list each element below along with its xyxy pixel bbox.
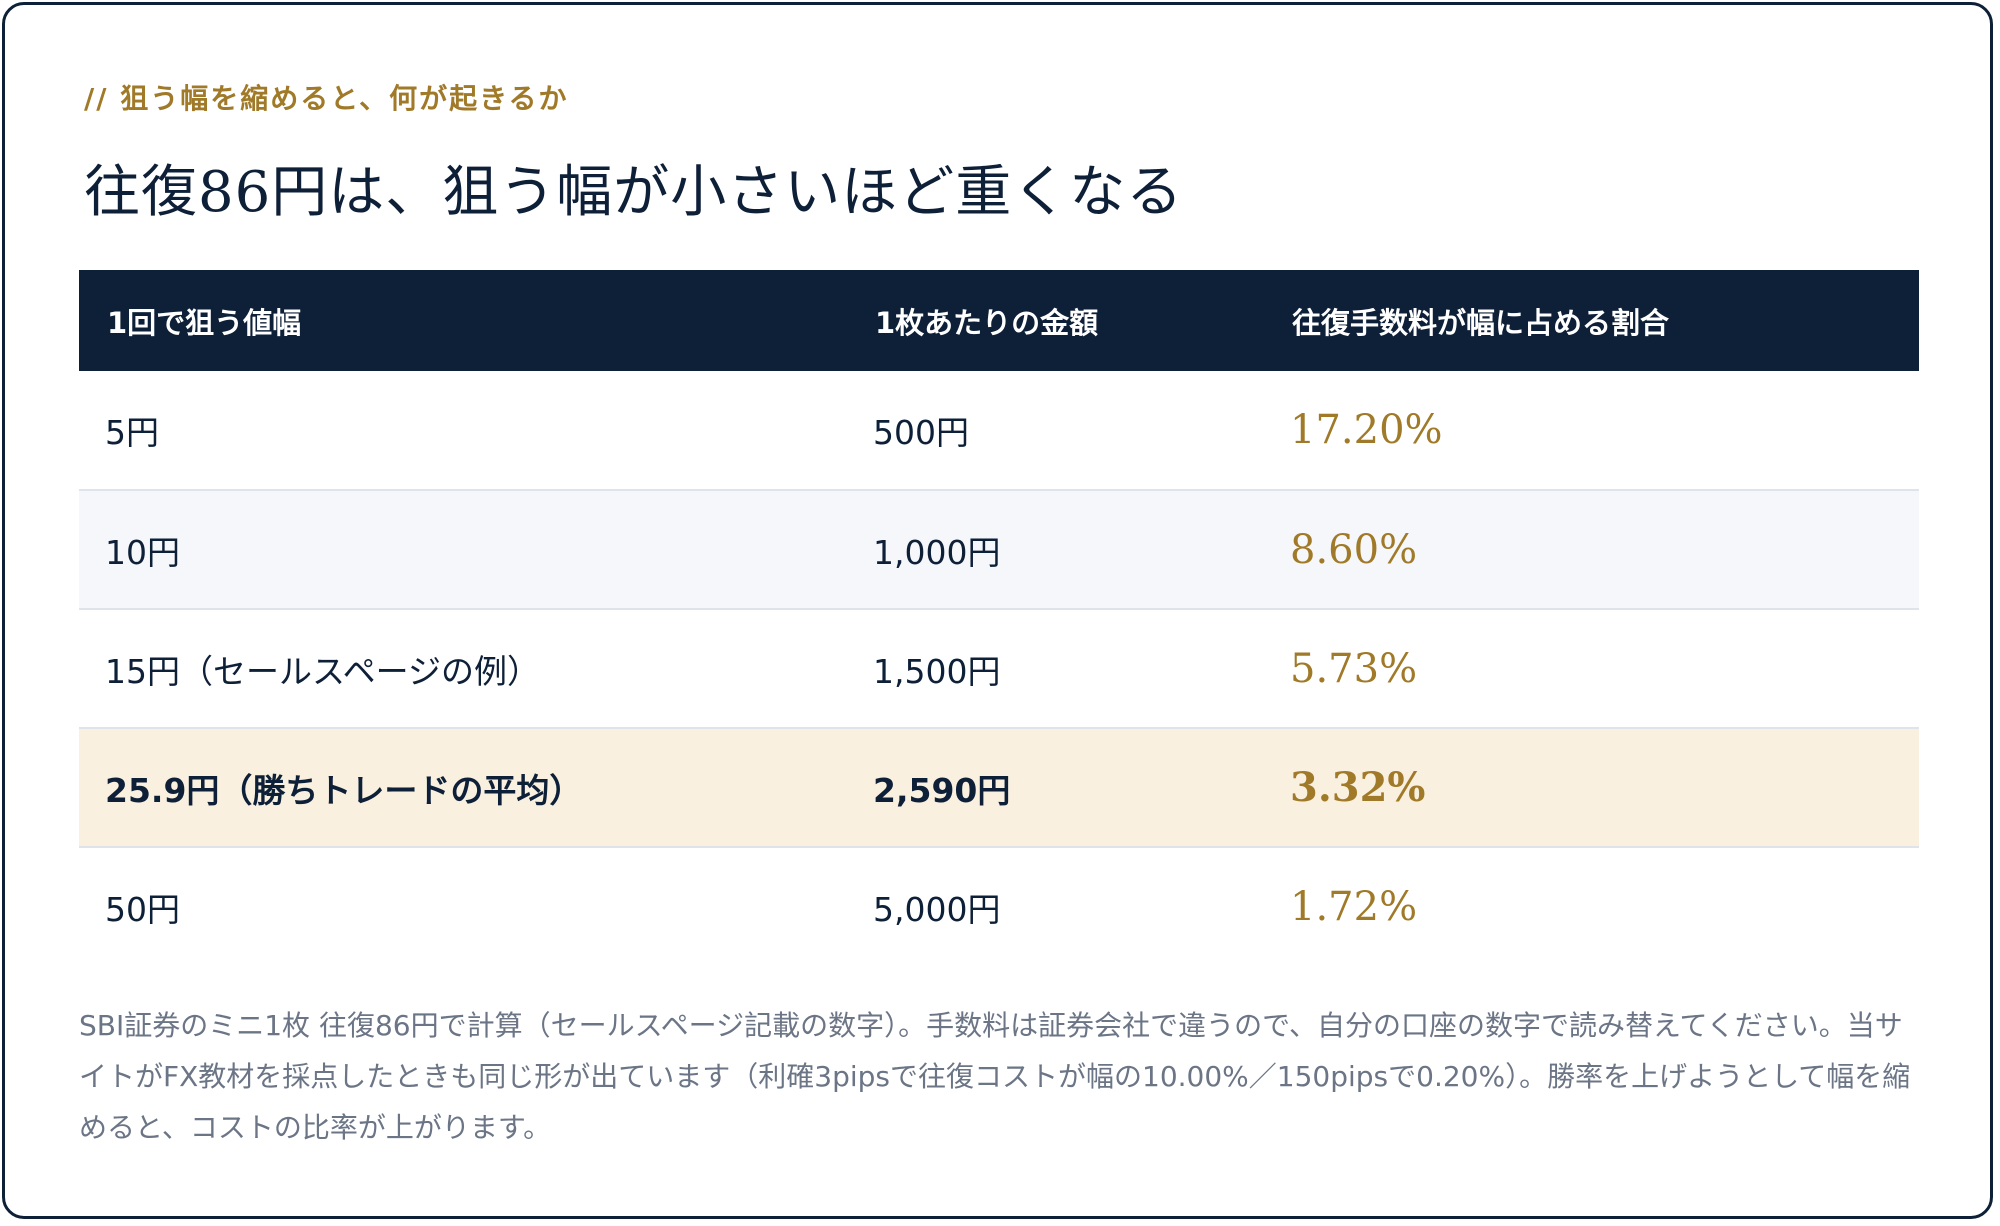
cell-amount: 500円	[847, 371, 1264, 491]
cell-ratio: 8.60%	[1264, 490, 1919, 610]
cell-target-width: 5円	[79, 371, 847, 491]
cell-target-width: 15円（セールスページの例）	[79, 609, 847, 729]
cell-amount: 5,000円	[873, 890, 1001, 929]
table-row: 5円 500円 17.20%	[79, 371, 1919, 491]
cell-ratio: 1.72%	[1290, 884, 1418, 930]
cell-target-width: 50円	[105, 890, 180, 929]
cell-amount: 1,000円	[847, 490, 1264, 610]
cell-target-width: 10円	[79, 490, 847, 610]
cell-ratio: 5.73%	[1264, 609, 1919, 729]
footnote: SBI証券のミニ1枚 往復86円で計算（セールスページ記載の数字）。手数料は証券…	[79, 1009, 1911, 1144]
cell-amount: 2,590円	[847, 728, 1264, 848]
table-row: 10円 1,000円 8.60%	[79, 490, 1919, 610]
header-amount-per-lot: 1枚あたりの金額	[847, 270, 1264, 371]
section-kicker: // 狙う幅を縮めると、何が起きるか	[84, 82, 569, 115]
cell-ratio: 17.20%	[1264, 371, 1919, 491]
header-commission-ratio: 往復手数料が幅に占める割合	[1264, 270, 1919, 371]
cell-ratio: 3.32%	[1264, 728, 1919, 848]
commission-ratio-table: 1回で狙う値幅 1枚あたりの金額 往復手数料が幅に占める割合 5円 500円 1…	[79, 270, 1919, 966]
cell-amount: 1,500円	[847, 609, 1264, 729]
table-row: 15円（セールスページの例） 1,500円 5.73%	[79, 609, 1919, 729]
cell-target-width: 25.9円（勝ちトレードの平均）	[79, 728, 847, 848]
section-title: 往復86円は、狙う幅が小さいほど重くなる	[84, 160, 1184, 225]
table-row: 50円 5,000円 1.72%	[79, 847, 1919, 966]
table-header-row: 1回で狙う値幅 1枚あたりの金額 往復手数料が幅に占める割合	[79, 270, 1919, 371]
header-target-width: 1回で狙う値幅	[79, 270, 847, 371]
table-row-highlighted: 25.9円（勝ちトレードの平均） 2,590円 3.32%	[79, 728, 1919, 848]
